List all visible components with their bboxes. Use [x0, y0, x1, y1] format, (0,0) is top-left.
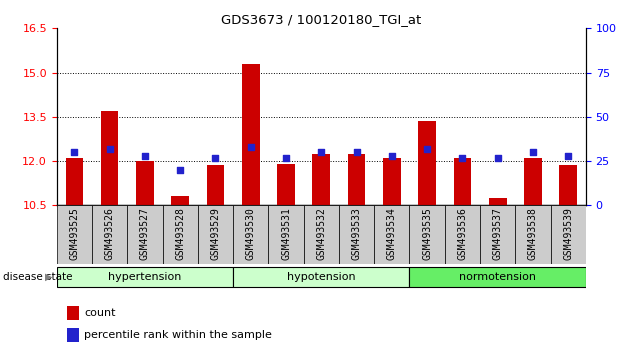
Point: [387, 153, 397, 159]
Text: GSM493528: GSM493528: [175, 207, 185, 260]
Bar: [92, 205, 127, 264]
Text: GSM493526: GSM493526: [105, 207, 115, 260]
Bar: [383, 158, 401, 205]
Bar: [233, 267, 410, 287]
Text: GSM493533: GSM493533: [352, 207, 362, 260]
Bar: [101, 111, 118, 205]
Bar: [66, 158, 83, 205]
Bar: [551, 205, 586, 264]
Bar: [515, 205, 551, 264]
Text: GSM493535: GSM493535: [422, 207, 432, 260]
Bar: [445, 205, 480, 264]
Text: GSM493529: GSM493529: [210, 207, 220, 260]
Text: GSM493530: GSM493530: [246, 207, 256, 260]
Bar: [57, 267, 233, 287]
Point: [563, 153, 573, 159]
Bar: [233, 205, 268, 264]
Title: GDS3673 / 100120180_TGI_at: GDS3673 / 100120180_TGI_at: [221, 13, 421, 26]
Bar: [163, 205, 198, 264]
Bar: [312, 154, 330, 205]
Bar: [348, 154, 365, 205]
Point: [69, 149, 79, 155]
Text: GSM493534: GSM493534: [387, 207, 397, 260]
Text: GSM493536: GSM493536: [457, 207, 467, 260]
Bar: [339, 205, 374, 264]
Bar: [418, 121, 436, 205]
Point: [422, 146, 432, 152]
Bar: [489, 198, 507, 205]
Text: hypertension: hypertension: [108, 272, 181, 281]
Text: count: count: [84, 308, 116, 318]
Bar: [410, 205, 445, 264]
Bar: [198, 205, 233, 264]
Point: [246, 144, 256, 150]
Text: GSM493537: GSM493537: [493, 207, 503, 260]
Point: [493, 155, 503, 160]
Bar: [454, 158, 471, 205]
Bar: [127, 205, 163, 264]
Text: hypotension: hypotension: [287, 272, 355, 281]
Text: GSM493532: GSM493532: [316, 207, 326, 260]
Bar: [277, 164, 295, 205]
Bar: [67, 328, 79, 342]
Bar: [67, 306, 79, 320]
Bar: [559, 166, 577, 205]
Point: [281, 155, 291, 160]
Point: [140, 153, 150, 159]
Bar: [524, 158, 542, 205]
Bar: [480, 205, 515, 264]
Text: GSM493538: GSM493538: [528, 207, 538, 260]
Text: disease state: disease state: [3, 272, 72, 282]
Bar: [410, 267, 586, 287]
Point: [352, 149, 362, 155]
Bar: [207, 166, 224, 205]
Text: GSM493525: GSM493525: [69, 207, 79, 260]
Bar: [304, 205, 339, 264]
Text: GSM493531: GSM493531: [281, 207, 291, 260]
Bar: [268, 205, 304, 264]
Bar: [171, 196, 189, 205]
Text: GSM493539: GSM493539: [563, 207, 573, 260]
Point: [175, 167, 185, 173]
Point: [105, 146, 115, 152]
Point: [528, 149, 538, 155]
Text: ▶: ▶: [45, 272, 52, 282]
Text: normotension: normotension: [459, 272, 536, 281]
Point: [316, 149, 326, 155]
Point: [457, 155, 467, 160]
Bar: [136, 161, 154, 205]
Text: percentile rank within the sample: percentile rank within the sample: [84, 330, 272, 339]
Bar: [374, 205, 410, 264]
Text: GSM493527: GSM493527: [140, 207, 150, 260]
Point: [210, 155, 220, 160]
Bar: [57, 205, 92, 264]
Bar: [242, 64, 260, 205]
